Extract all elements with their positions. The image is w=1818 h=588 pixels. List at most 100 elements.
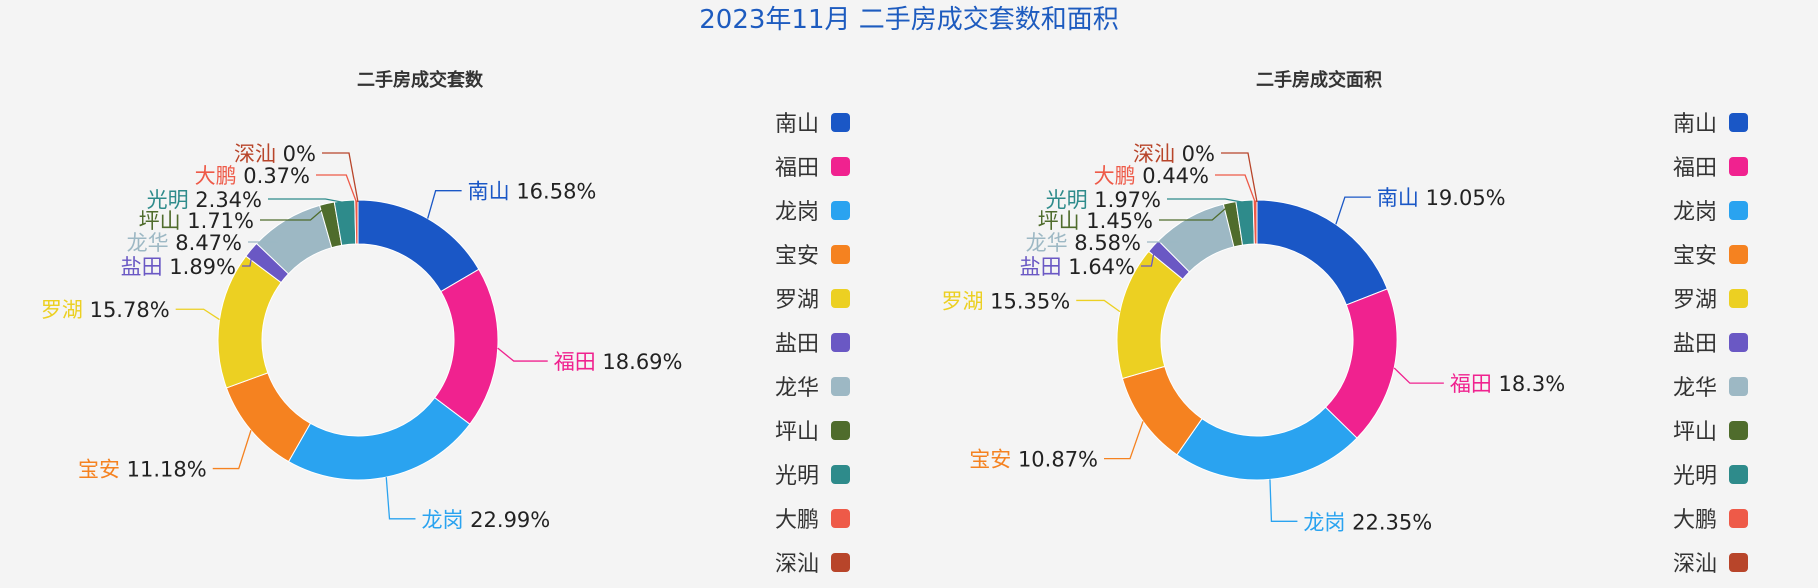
legend-swatch (1729, 552, 1748, 572)
legend-item-福田[interactable]: 福田 (1628, 144, 1748, 188)
slice-福田[interactable] (433, 268, 499, 425)
legend-swatch (1729, 156, 1748, 176)
slice-南山[interactable] (1256, 199, 1388, 306)
legend-swatch (831, 244, 850, 264)
legend-swatch (1729, 464, 1748, 484)
legend-count: 南山福田龙岗宝安罗湖盐田龙华坪山光明大鹏深汕 (730, 100, 850, 584)
data-label-宝安: 宝安 11.18% (78, 458, 207, 482)
legend-area: 南山福田龙岗宝安罗湖盐田龙华坪山光明大鹏深汕 (1628, 100, 1748, 584)
data-label-福田: 福田 18.3% (1450, 372, 1565, 396)
legend-swatch (831, 200, 850, 220)
label-line-10 (322, 152, 359, 203)
data-label-盐田: 盐田 1.89% (121, 255, 236, 279)
legend-label: 宝安 (1672, 244, 1717, 269)
data-label-深汕: 深汕 0% (1133, 142, 1215, 166)
legend-item-南山[interactable]: 南山 (1628, 100, 1748, 144)
legend-label: 光明 (774, 464, 819, 489)
legend-item-盐田[interactable]: 盐田 (730, 320, 850, 364)
legend-item-深汕[interactable]: 深汕 (730, 540, 850, 584)
legend-item-盐田[interactable]: 盐田 (1628, 320, 1748, 364)
slice-大鹏[interactable] (1252, 199, 1258, 245)
label-line-1 (497, 347, 548, 362)
legend-item-大鹏[interactable]: 大鹏 (730, 496, 850, 540)
label-line-0 (427, 190, 462, 219)
data-label-龙华: 龙华 8.47% (127, 231, 242, 255)
legend-item-宝安[interactable]: 宝安 (730, 232, 850, 276)
legend-item-龙华[interactable]: 龙华 (730, 364, 850, 408)
legend-label: 大鹏 (1672, 508, 1717, 533)
slice-大鹏[interactable] (354, 199, 359, 245)
data-label-罗湖: 罗湖 15.78% (41, 298, 170, 322)
legend-label: 龙华 (1672, 376, 1717, 401)
legend-label: 深汕 (774, 552, 819, 577)
label-line-0 (1335, 196, 1371, 225)
legend-item-福田[interactable]: 福田 (730, 144, 850, 188)
legend-swatch (1729, 376, 1748, 396)
data-label-罗湖: 罗湖 15.35% (941, 289, 1070, 313)
legend-item-罗湖[interactable]: 罗湖 (730, 276, 850, 320)
legend-label: 罗湖 (774, 288, 819, 313)
data-label-龙岗: 龙岗 22.99% (421, 508, 550, 532)
label-line-4 (175, 308, 220, 321)
legend-swatch (831, 332, 850, 352)
legend-label: 光明 (1672, 464, 1717, 489)
legend-swatch (831, 508, 850, 528)
data-label-光明: 光明 1.97% (1046, 188, 1161, 212)
donut-chart-count: 南山 16.58% 福田 18.69% 龙岗 22.99% 宝安 11.18% 罗湖 1… (41, 142, 683, 532)
legend-item-深汕[interactable]: 深汕 (1628, 540, 1748, 584)
data-label-光明: 光明 2.34% (147, 188, 262, 212)
label-line-8 (1167, 198, 1245, 204)
label-line-9 (316, 174, 358, 203)
legend-label: 龙岗 (1672, 200, 1717, 225)
label-line-3 (1104, 421, 1144, 460)
legend-swatch (831, 464, 850, 484)
slice-福田[interactable] (1324, 288, 1398, 439)
data-label-大鹏: 大鹏 0.44% (1094, 164, 1209, 188)
legend-swatch (831, 420, 850, 440)
legend-item-南山[interactable]: 南山 (730, 100, 850, 144)
legend-label: 南山 (1672, 112, 1717, 137)
legend-item-宝安[interactable]: 宝安 (1628, 232, 1748, 276)
legend-swatch (831, 552, 850, 572)
legend-swatch (831, 112, 850, 132)
label-line-1 (1393, 367, 1444, 384)
legend-label: 坪山 (774, 420, 819, 445)
slice-龙岗[interactable] (1176, 406, 1358, 481)
label-line-10 (1221, 152, 1258, 203)
legend-swatch (1729, 244, 1748, 264)
chart-title-count: 二手房成交套数 (357, 70, 483, 91)
legend-item-坪山[interactable]: 坪山 (1628, 408, 1748, 452)
legend-item-龙岗[interactable]: 龙岗 (730, 188, 850, 232)
legend-item-坪山[interactable]: 坪山 (730, 408, 850, 452)
data-label-宝安: 宝安 10.87% (969, 448, 1098, 472)
legend-item-光明[interactable]: 光明 (730, 452, 850, 496)
legend-item-大鹏[interactable]: 大鹏 (1628, 496, 1748, 540)
label-line-7 (1159, 204, 1231, 221)
legend-swatch (1729, 200, 1748, 220)
legend-swatch (1729, 332, 1748, 352)
legend-item-龙华[interactable]: 龙华 (1628, 364, 1748, 408)
legend-label: 深汕 (1672, 552, 1717, 577)
data-label-坪山: 坪山 1.45% (1038, 209, 1153, 233)
legend-label: 盐田 (774, 332, 819, 357)
data-label-龙华: 龙华 8.58% (1026, 231, 1141, 255)
label-line-6 (248, 221, 288, 243)
legend-swatch (831, 288, 850, 308)
slice-南山[interactable] (357, 199, 480, 293)
label-line-2 (1269, 479, 1298, 522)
legend-label: 福田 (774, 156, 819, 181)
legend-swatch (831, 156, 850, 176)
legend-label: 宝安 (774, 244, 819, 269)
data-label-盐田: 盐田 1.64% (1020, 255, 1135, 279)
slice-龙岗[interactable] (287, 397, 471, 481)
label-line-3 (212, 430, 252, 470)
legend-label: 龙华 (774, 376, 819, 401)
label-line-9 (1215, 174, 1256, 203)
legend-item-龙岗[interactable]: 龙岗 (1628, 188, 1748, 232)
data-label-大鹏: 大鹏 0.37% (195, 164, 310, 188)
legend-item-罗湖[interactable]: 罗湖 (1628, 276, 1748, 320)
legend-label: 罗湖 (1672, 288, 1717, 313)
legend-item-光明[interactable]: 光明 (1628, 452, 1748, 496)
data-label-福田: 福田 18.69% (554, 350, 683, 374)
